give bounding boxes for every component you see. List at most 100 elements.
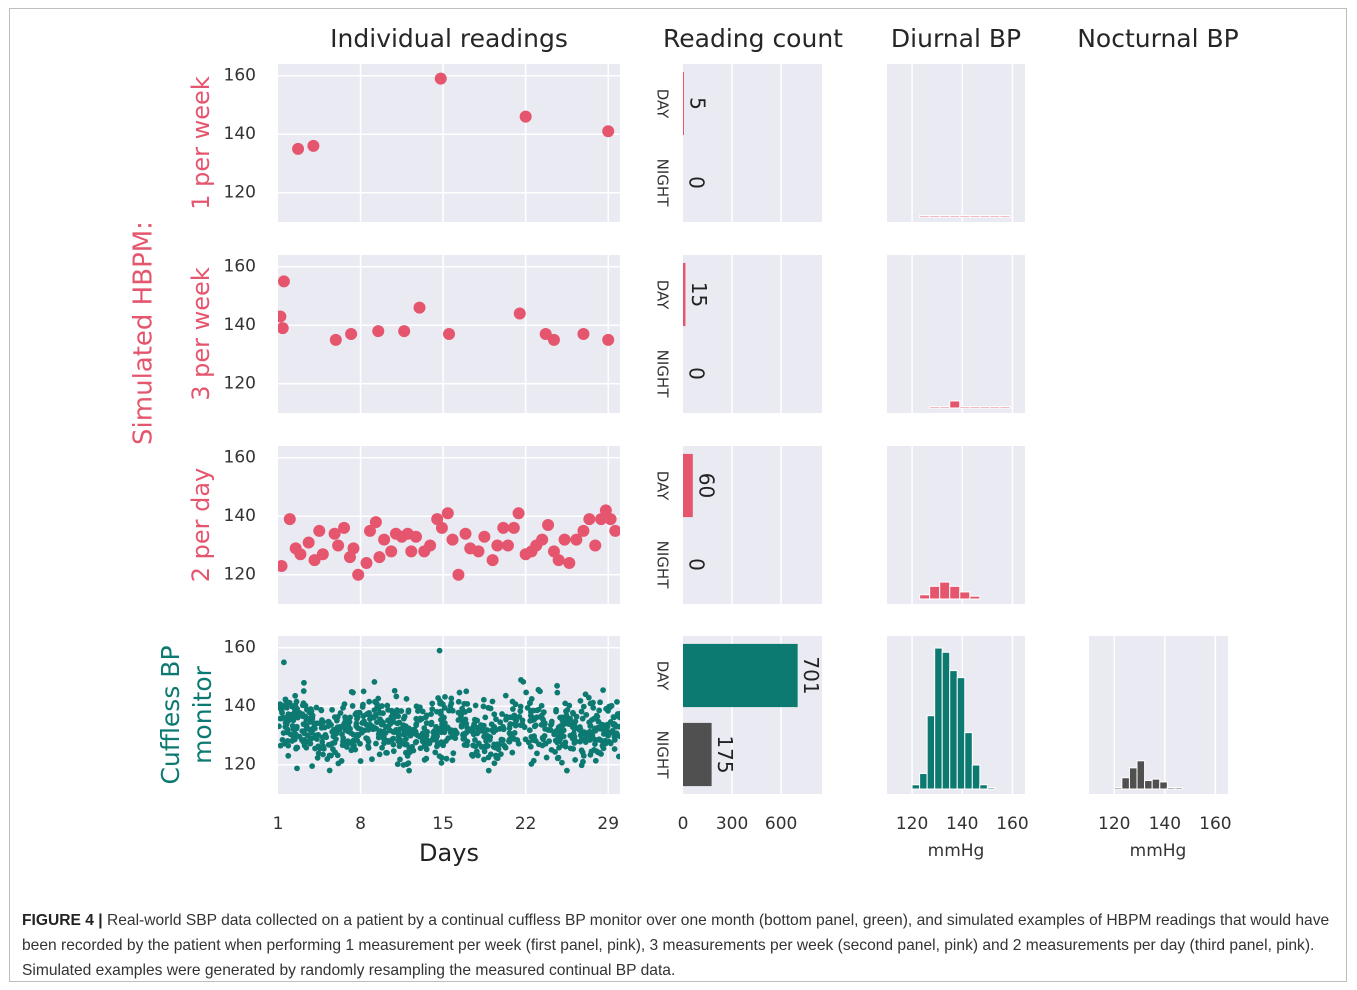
scatter-point (280, 730, 287, 736)
scatter-point (405, 707, 412, 714)
scatter-point (529, 717, 535, 724)
group-label-simulated: Simulated HBPM: (129, 221, 159, 445)
scatter-point (498, 751, 504, 758)
scatter-point (527, 712, 534, 719)
scatter-point (347, 542, 360, 555)
scatter-point (545, 727, 552, 733)
scatter-point (472, 545, 485, 558)
nocturnal-tick-2: 160 (1199, 814, 1231, 834)
scatter-point (538, 712, 545, 719)
scatter-point (345, 328, 358, 340)
scatter-point (538, 721, 545, 728)
scatter-point (313, 704, 320, 711)
day-tick-3: 22 (515, 814, 537, 834)
scatter-point (452, 568, 465, 581)
scatter-point (433, 743, 440, 750)
nocturnal-bar-4 (1144, 780, 1153, 790)
group-label-cuffless: Cuffless BP (156, 645, 185, 784)
scatter-point (534, 707, 541, 714)
scatter-point (579, 715, 586, 722)
scatter-point (285, 752, 292, 759)
scatter-point (570, 533, 583, 546)
scatter-point (534, 750, 540, 757)
scatter-point (600, 745, 607, 752)
scatter-point (438, 754, 445, 761)
nocturnal-axis-label: mmHg (1130, 841, 1187, 861)
scatter-point (394, 707, 400, 714)
scatter-point (388, 707, 395, 714)
caption-text: Real-world SBP data collected on a patie… (22, 912, 1330, 979)
count-tick-2: 600 (765, 814, 797, 834)
figure-caption: FIGURE 4 | Real-world SBP data collected… (22, 908, 1334, 983)
scatter-point (442, 726, 449, 733)
scatter-point (483, 743, 490, 750)
scatter-point (373, 740, 379, 747)
day-tick-4: 29 (597, 814, 619, 834)
scatter-point (301, 679, 307, 686)
scatter-point (578, 730, 585, 737)
scatter-point (485, 767, 492, 774)
scatter-points-0 (292, 72, 615, 155)
scatter-point (471, 716, 478, 723)
scatter-point (564, 767, 570, 774)
scatter-point (390, 735, 397, 742)
scatter-point (405, 545, 418, 558)
diurnal-bar-0-1 (929, 215, 941, 218)
scatter-point (357, 758, 364, 764)
count-panel-0 (683, 64, 822, 222)
diurnal-bar-1-6 (989, 406, 1001, 409)
diurnal-bar-3-2 (926, 715, 936, 790)
scatter-point (279, 709, 285, 716)
day-tick-1: 8 (355, 814, 366, 834)
scatter-point (413, 715, 420, 722)
nocturnal-tick-1: 140 (1149, 814, 1181, 834)
scatter-point (554, 729, 561, 736)
scatter-point (499, 737, 506, 744)
nocturnal-tick-0: 120 (1098, 814, 1130, 834)
scatter-point (456, 689, 463, 696)
scatter-point (278, 310, 287, 323)
diurnal-bar-0-4 (959, 215, 971, 218)
scatter-point (487, 705, 494, 712)
y-tick-0-1: 140 (224, 124, 256, 144)
scatter-point (464, 742, 470, 749)
scatter-point (299, 737, 305, 744)
diurnal-bar-0-2 (939, 215, 951, 218)
scatter-point (502, 744, 509, 751)
scatter-point (590, 704, 597, 711)
scatter-point (440, 701, 446, 708)
scatter-point (435, 695, 442, 701)
diurnal-bar-1-0 (929, 406, 941, 409)
scatter-point (592, 757, 599, 764)
diurnal-panel-0 (887, 64, 1025, 222)
scatter-point (567, 732, 574, 739)
scatter-point (470, 742, 477, 749)
scatter-point (586, 737, 593, 743)
y-tick-1-1: 140 (224, 315, 256, 335)
scatter-point (422, 714, 429, 721)
row-label-0: 1 per week (187, 76, 215, 210)
scatter-point (334, 724, 341, 731)
scatter-point (452, 735, 459, 742)
diurnal-bar-0-5 (969, 215, 981, 218)
scatter-point (503, 713, 510, 720)
scatter-point (278, 559, 288, 572)
scatter-point (449, 757, 456, 764)
scatter-point (558, 733, 565, 740)
scatter-point (602, 333, 615, 346)
scatter-point (391, 687, 398, 694)
scatter-point (300, 688, 307, 694)
scatter-point (338, 521, 351, 534)
scatter-point (360, 719, 367, 726)
scatter-point (405, 760, 412, 767)
scatter-point (559, 722, 566, 729)
scatter-point (480, 722, 487, 729)
scatter-point (600, 687, 606, 694)
scatter-point (481, 756, 487, 763)
scatter-point (436, 647, 443, 654)
scatter-point (563, 557, 576, 570)
scatter-point (577, 328, 590, 340)
diurnal-bar-0-7 (989, 215, 1001, 218)
count-category-0-0: DAY (654, 89, 672, 119)
scatter-point (588, 717, 595, 723)
